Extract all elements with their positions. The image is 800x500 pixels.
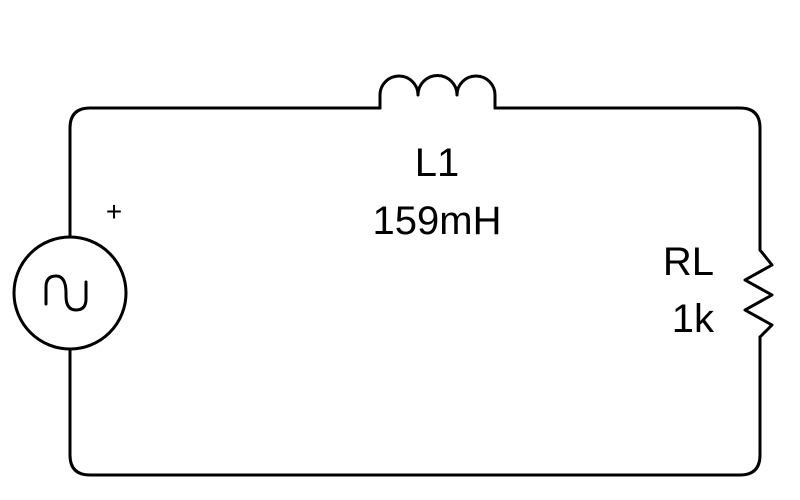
wire-top-right [493,106,762,252]
wire-top-left [68,106,382,239]
sine-wave-icon [44,274,88,312]
inductor-name-label: L1 [415,141,460,185]
ac-source-body [12,235,128,351]
inductor-value-label: 159mH [373,199,502,243]
resistor-name-label: RL [663,240,714,284]
inductor-coil [378,74,497,110]
resistor-zigzag [743,248,774,339]
wire-right-lower [68,335,762,477]
source-polarity-label: + [106,196,122,227]
resistor-value-label: 1k [672,297,715,341]
